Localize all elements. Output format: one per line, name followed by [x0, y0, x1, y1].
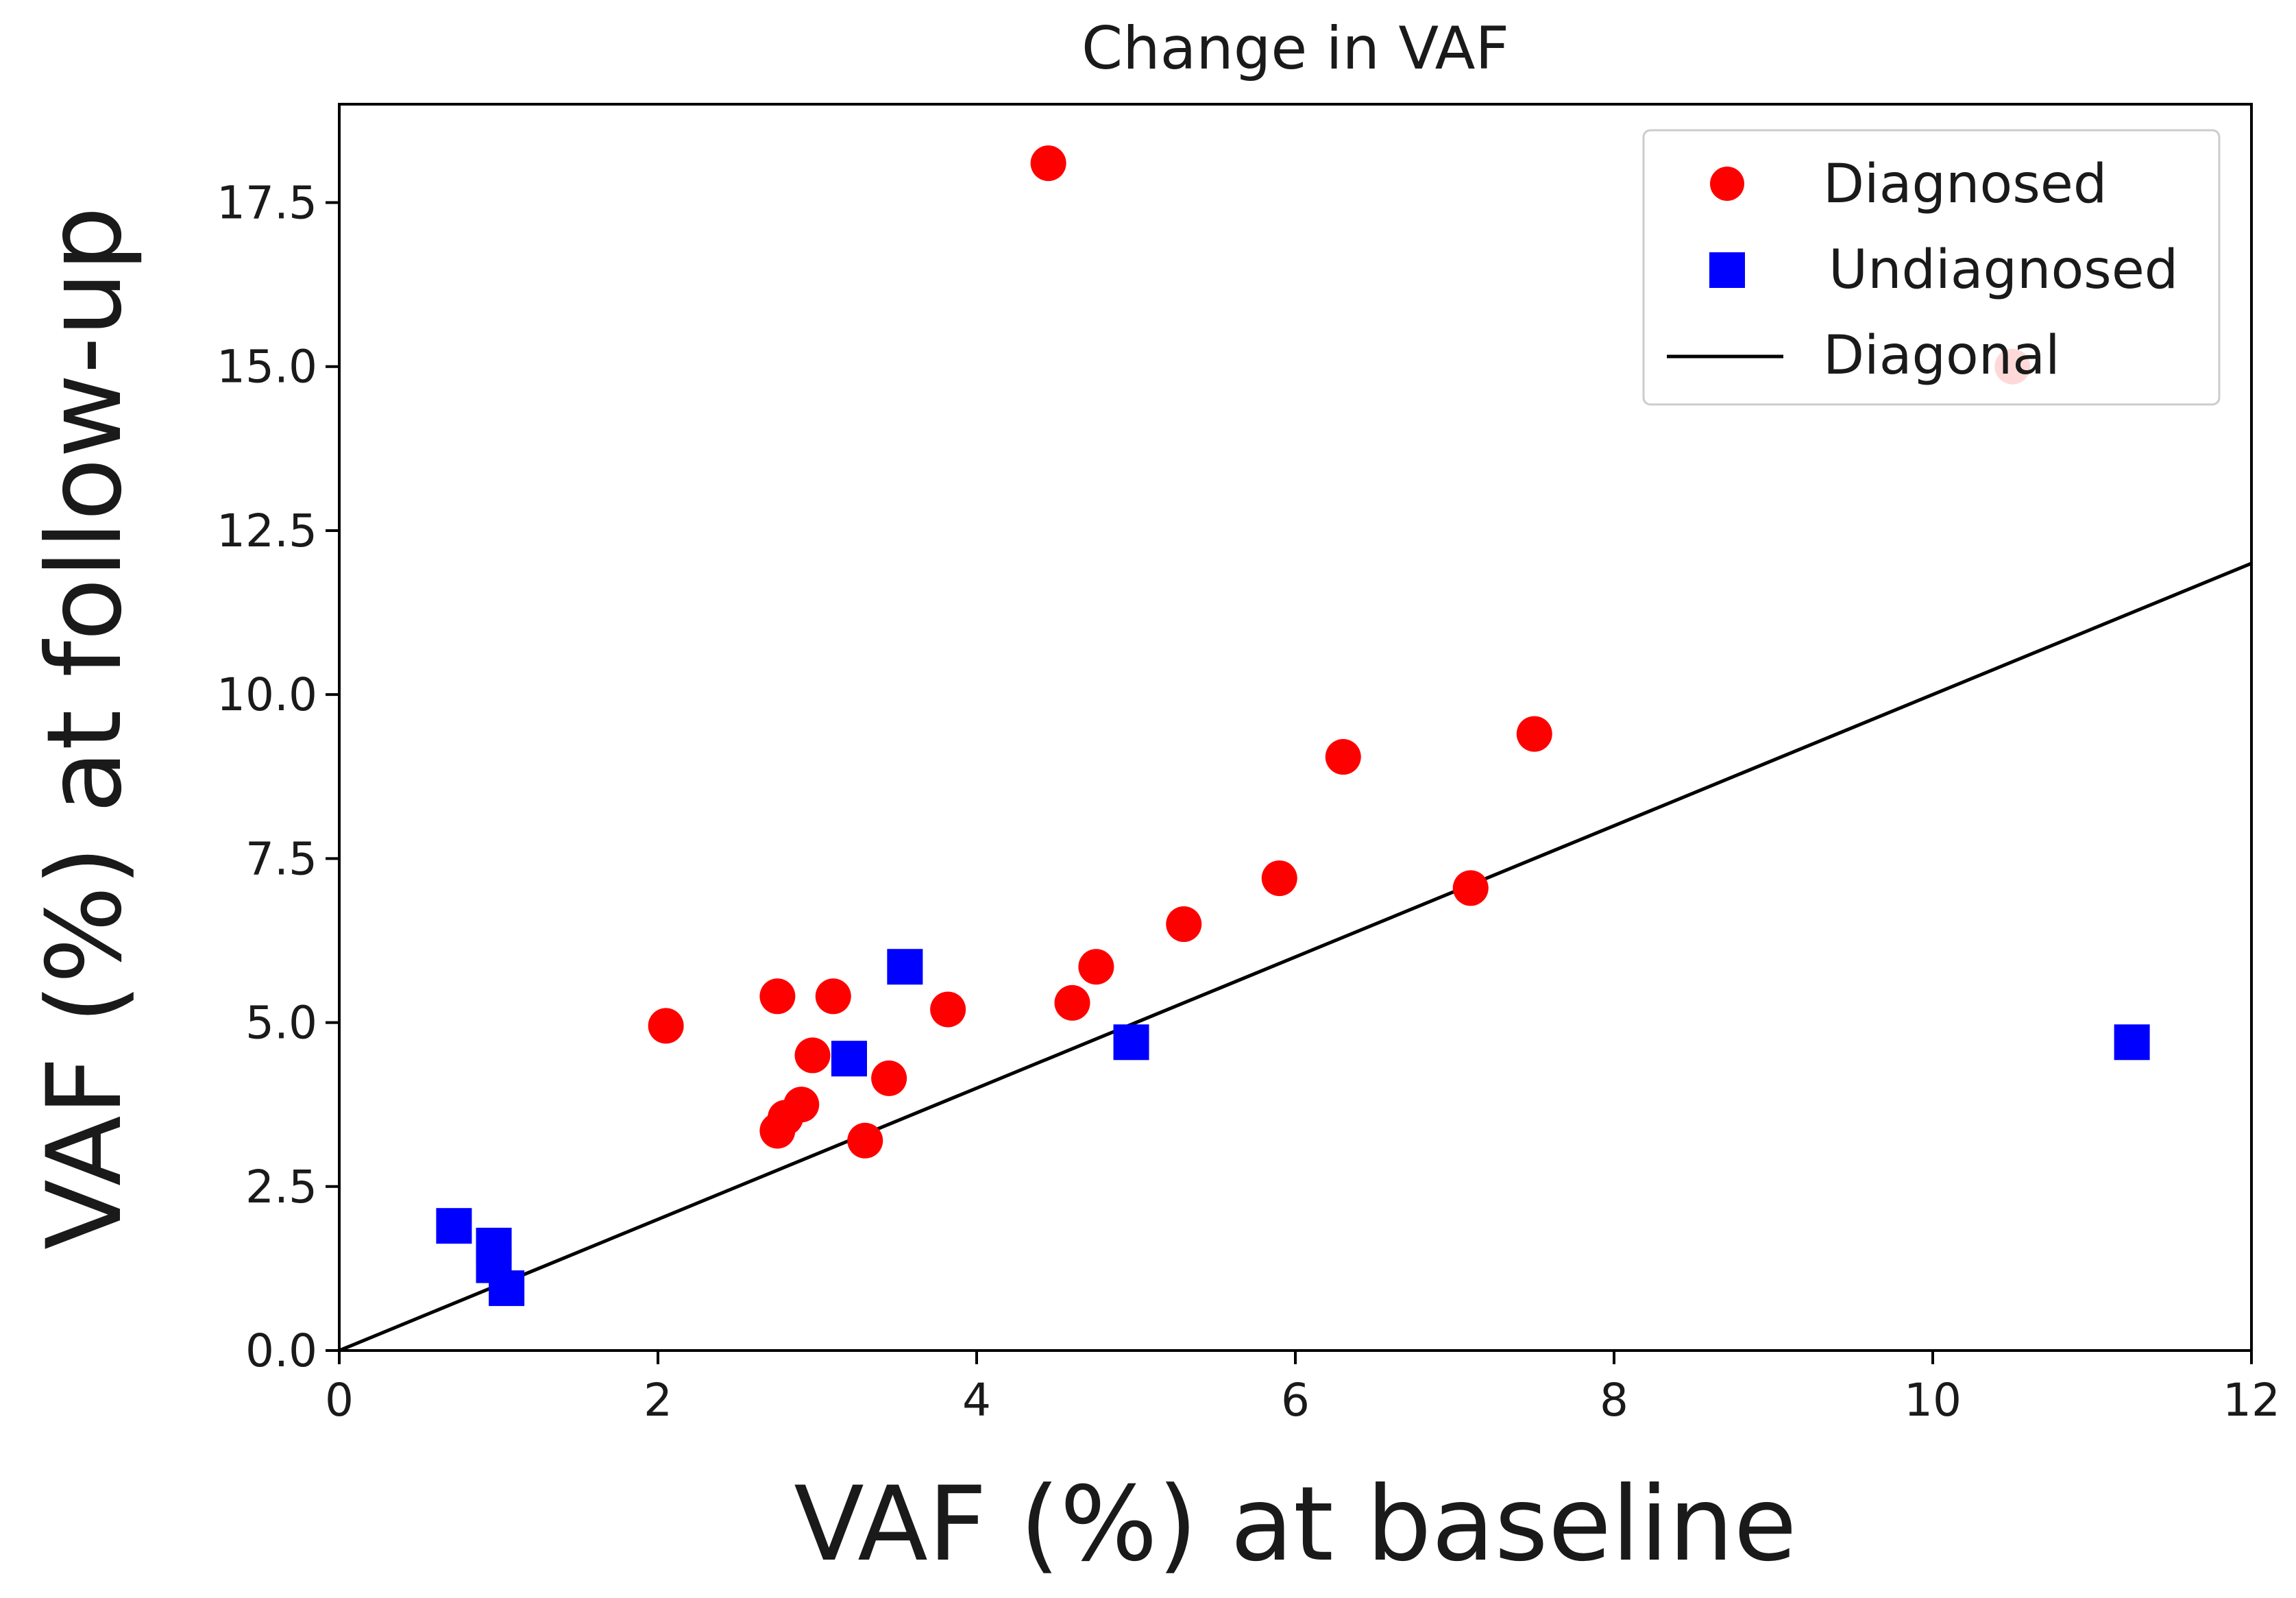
x-axis-label: VAF (%) at baseline [794, 1465, 1797, 1584]
diagonal-line [339, 561, 2251, 1351]
undiagnosed-point [887, 949, 923, 985]
x-tick-label: 0 [325, 1374, 354, 1427]
y-tick-label: 2.5 [245, 1161, 317, 1213]
diagnosed-point [1054, 984, 1090, 1021]
legend-label-diagonal: Diagonal [1823, 325, 2060, 387]
diagnosed-point [847, 1122, 883, 1159]
plot-data-layer [339, 145, 2251, 1351]
diagnosed-point [1030, 145, 1066, 182]
x-tick-label: 8 [1600, 1374, 1628, 1427]
legend: Diagnosed Undiagnosed Diagonal [1642, 129, 2221, 406]
y-tick-label: 5.0 [245, 997, 317, 1050]
undiagnosed-point [436, 1208, 472, 1244]
diagnosed-point [815, 978, 851, 1015]
diagnosed-point [1325, 739, 1361, 775]
undiagnosed-point [2114, 1024, 2150, 1061]
legend-frame [1642, 129, 2221, 406]
diagnosed-point [648, 1008, 684, 1044]
diagnosed-point [794, 1037, 831, 1074]
y-tick-label: 12.5 [217, 505, 317, 557]
x-tick-label: 2 [644, 1374, 672, 1427]
undiagnosed-point [489, 1270, 525, 1307]
x-tick-label: 6 [1281, 1374, 1310, 1427]
y-tick-label: 17.5 [217, 177, 317, 230]
y-tick-label: 10.0 [217, 668, 317, 721]
diagnosed-point [871, 1060, 907, 1096]
diagnosed-point [930, 991, 966, 1028]
diagnosed-point [1452, 870, 1489, 906]
undiagnosed-point [831, 1041, 867, 1077]
x-tick-label: 12 [2223, 1374, 2280, 1427]
diagnosed-point [1166, 906, 1202, 943]
legend-label-diagnosed: Diagnosed [1823, 154, 2107, 215]
undiagnosed-point [1113, 1024, 1149, 1061]
diagnosed-point [1516, 716, 1552, 752]
y-axis-label: VAF (%) at follow-up [25, 206, 145, 1250]
diagnosed-point [759, 1113, 796, 1149]
y-tick-label: 7.5 [245, 832, 317, 885]
diagnosed-point [1078, 949, 1114, 985]
y-tick-label: 0.0 [245, 1324, 317, 1377]
x-axis-ticks: 0 2 4 6 8 10 12 [325, 1351, 2280, 1427]
chart-title: Change in VAF [1082, 14, 1509, 83]
legend-marker-diagnosed [1710, 167, 1744, 201]
y-axis-ticks: 0.0 2.5 5.0 7.5 10.0 12.5 15.0 17.5 [217, 177, 339, 1377]
y-tick-label: 15.0 [217, 341, 317, 394]
legend-marker-undiagnosed [1709, 252, 1745, 288]
legend-label-undiagnosed: Undiagnosed [1829, 239, 2178, 301]
x-tick-label: 4 [962, 1374, 991, 1427]
diagnosed-point [1261, 860, 1297, 897]
diagnosed-point [759, 978, 796, 1015]
x-tick-label: 10 [1904, 1374, 1962, 1427]
